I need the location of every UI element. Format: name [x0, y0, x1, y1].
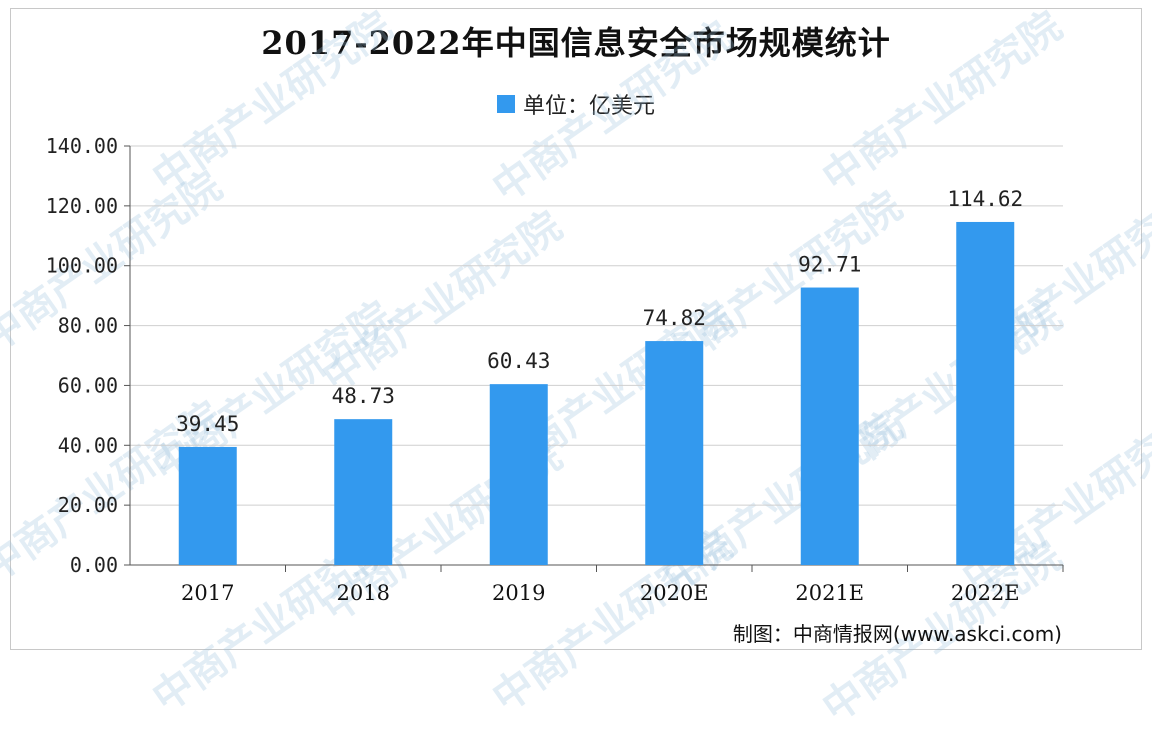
y-tick-label: 120.00 [46, 194, 118, 218]
bar [956, 221, 1015, 565]
y-tick-label: 0.00 [70, 553, 118, 577]
y-tick-label: 20.00 [58, 493, 118, 517]
data-label: 48.73 [332, 384, 395, 408]
bar [645, 341, 704, 565]
legend: 单位：亿美元 [0, 88, 1152, 120]
bar [800, 287, 859, 565]
data-label: 60.43 [487, 349, 550, 373]
y-tick-label: 140.00 [46, 134, 118, 158]
data-label: 92.71 [798, 253, 861, 277]
bar [178, 446, 237, 565]
y-tick-label: 80.00 [58, 314, 118, 338]
x-tick-label: 2017 [181, 581, 234, 605]
x-tick-label: 2021E [795, 581, 864, 605]
data-label: 114.62 [947, 187, 1023, 211]
x-tick-label: 2020E [640, 581, 709, 605]
y-tick-label: 60.00 [58, 373, 118, 397]
y-tick-label: 100.00 [46, 254, 118, 278]
source-credit: 制图：中商情报网(www.askci.com) [732, 622, 1062, 646]
chart-title: 2017-2022年中国信息安全市场规模统计 [261, 24, 891, 62]
legend-label: 单位：亿美元 [522, 94, 655, 119]
x-tick-label: 2022E [951, 581, 1020, 605]
bar [489, 384, 548, 565]
bar-chart: 0.00 20.00 40.00 60.00 80.00 100.00 120.00 140.… [46, 134, 1064, 605]
bar [334, 419, 393, 565]
chart-frame [10, 8, 1142, 650]
data-label: 39.45 [176, 412, 239, 436]
x-tick-label: 2019 [492, 581, 545, 605]
x-tick-label: 2018 [337, 581, 390, 605]
y-tick-label: 40.00 [58, 433, 118, 457]
legend-swatch [496, 95, 515, 113]
data-label: 74.82 [643, 306, 706, 330]
